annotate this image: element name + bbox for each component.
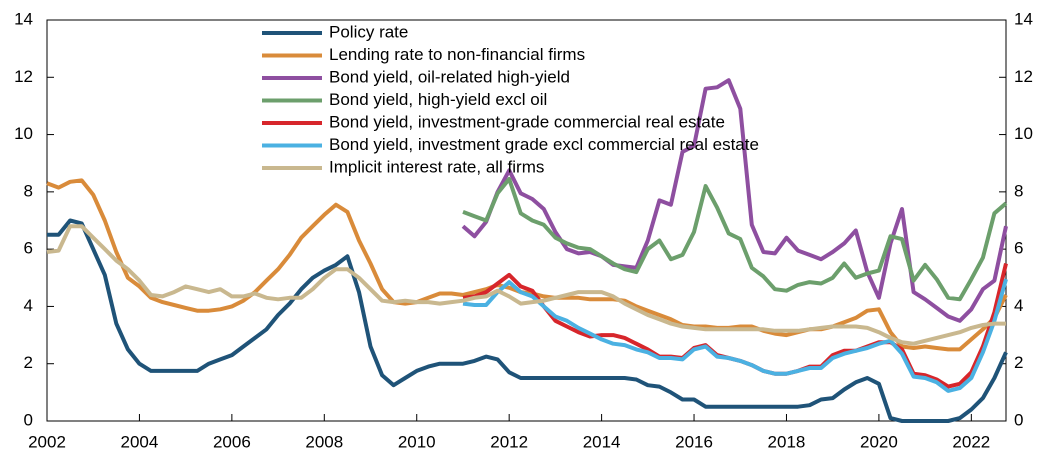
y-tick-label: 6 (24, 239, 33, 258)
x-tick-label: 2014 (583, 432, 621, 451)
x-tick-label: 2016 (675, 432, 713, 451)
y2-tick-label: 4 (1014, 296, 1023, 315)
legend-label: Lending rate to non-financial firms (329, 45, 585, 64)
x-tick-label: 2018 (768, 432, 806, 451)
y2-tick-label: 6 (1014, 239, 1023, 258)
series-line (462, 263, 1008, 389)
y-tick-label: 4 (24, 296, 33, 315)
y-tick-label: 10 (14, 124, 33, 143)
x-tick-label: 2012 (490, 432, 528, 451)
legend-label: Bond yield, investment grade excl commer… (329, 135, 759, 154)
legend-label: Bond yield, investment-grade commercial … (329, 112, 725, 131)
legend-label: Bond yield, high-yield excl oil (329, 90, 547, 109)
series-line (47, 218, 1008, 423)
legend-label: Implicit interest rate, all firms (329, 157, 544, 176)
y-tick-label: 0 (24, 410, 33, 429)
y-tick-label: 2 (24, 353, 33, 372)
x-tick-label: 2002 (28, 432, 66, 451)
plot-frame (46, 19, 1007, 422)
legend-label: Policy rate (329, 22, 408, 41)
y2-tick-label: 2 (1014, 353, 1023, 372)
y2-tick-label: 12 (1014, 67, 1033, 86)
legend-label: Bond yield, oil-related high-yield (329, 67, 570, 86)
y-tick-label: 12 (14, 67, 33, 86)
series-line (462, 278, 1008, 393)
x-tick-label: 2004 (121, 432, 159, 451)
y2-tick-label: 0 (1014, 410, 1023, 429)
x-tick-label: 2008 (305, 432, 343, 451)
y2-tick-label: 10 (1014, 124, 1033, 143)
x-tick-label: 2020 (860, 432, 898, 451)
series-line (46, 178, 1008, 352)
y-tick-label: 8 (24, 181, 33, 200)
x-tick-label: 2010 (398, 432, 436, 451)
y-tick-label: 14 (14, 9, 33, 28)
x-tick-label: 2006 (213, 432, 251, 451)
series-line (461, 78, 1008, 323)
y2-tick-label: 14 (1014, 9, 1033, 28)
x-tick-label: 2022 (952, 432, 990, 451)
y2-tick-label: 8 (1014, 181, 1023, 200)
series-line (462, 177, 1008, 302)
series-line (46, 224, 1006, 346)
